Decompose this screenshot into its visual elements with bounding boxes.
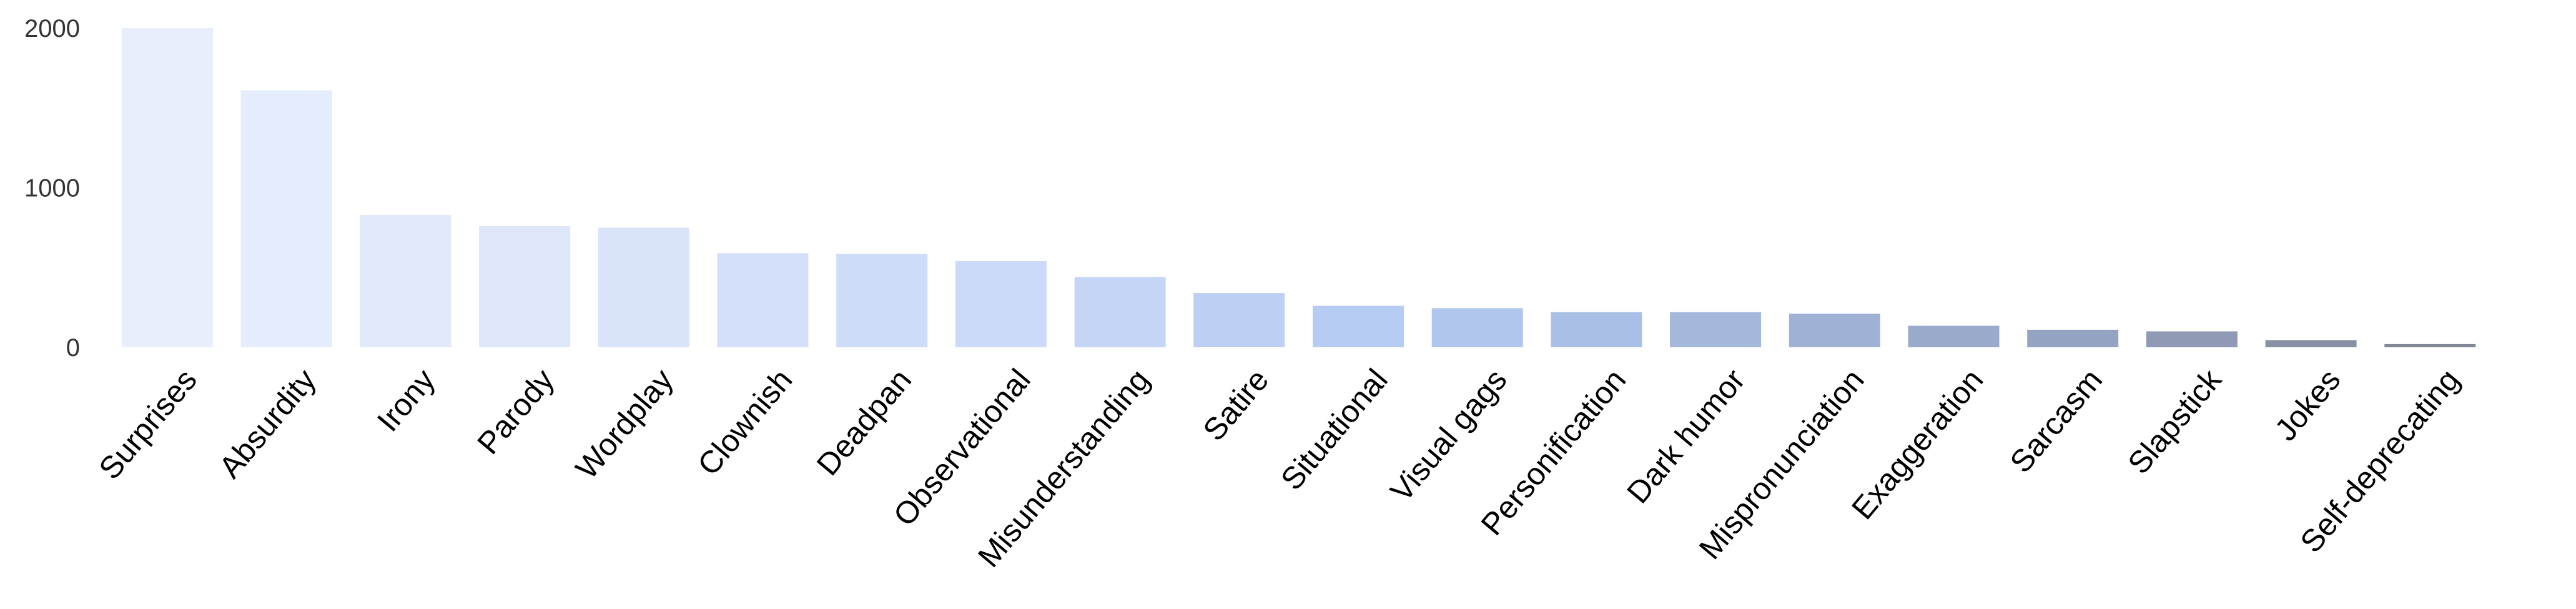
bar-situational[interactable] <box>1313 305 1404 347</box>
bar-self-deprecating[interactable] <box>2384 344 2476 347</box>
bar-sarcasm[interactable] <box>2027 329 2119 347</box>
y-tick-label: 2000 <box>24 15 80 42</box>
bar-absurdity[interactable] <box>240 90 332 347</box>
x-tick-label: Dark humor <box>1620 362 1752 510</box>
bar-observational[interactable] <box>955 261 1047 347</box>
bar-personification[interactable] <box>1551 312 1642 347</box>
bar-wordplay[interactable] <box>598 227 689 347</box>
y-tick-label: 1000 <box>24 175 80 202</box>
y-axis: 0 1000 2000 <box>24 15 80 362</box>
bars <box>122 28 2476 347</box>
x-tick-label: Situational <box>1274 362 1394 497</box>
x-tick-label: Deadpan <box>810 362 918 482</box>
bar-exaggeration[interactable] <box>1908 325 2000 347</box>
x-tick-label: Clownish <box>691 362 799 482</box>
bar-parody[interactable] <box>479 225 571 347</box>
bar-dark-humor[interactable] <box>1670 312 1762 347</box>
bar-satire[interactable] <box>1193 293 1285 347</box>
bar-clownish[interactable] <box>717 253 809 347</box>
bar-irony[interactable] <box>360 214 452 347</box>
bar-mispronunciation[interactable] <box>1789 314 1880 347</box>
x-axis: Surprises Absurdity Irony Parody Wordplay Clo… <box>92 362 2466 573</box>
x-tick-label: Wordplay <box>569 362 680 485</box>
bar-surprises[interactable] <box>122 28 213 347</box>
bar-misunderstanding[interactable] <box>1074 277 1166 347</box>
x-tick-label: Sarcasm <box>2003 362 2110 479</box>
bar-jokes[interactable] <box>2265 340 2357 347</box>
y-tick-label: 0 <box>66 334 80 362</box>
x-tick-label: Jokes <box>2268 362 2347 447</box>
bar-visual-gags[interactable] <box>1431 308 1523 347</box>
x-tick-label: Visual gags <box>1383 362 1513 508</box>
x-tick-label: Absurdity <box>212 362 323 485</box>
x-tick-label: Satire <box>1196 362 1275 447</box>
x-tick-label: Irony <box>370 362 442 438</box>
x-tick-label: Surprises <box>92 362 204 486</box>
bar-deadpan[interactable] <box>836 254 928 347</box>
x-tick-label: Parody <box>470 362 561 460</box>
x-tick-label: Slapstick <box>2121 362 2228 480</box>
bar-slapstick[interactable] <box>2146 331 2238 347</box>
